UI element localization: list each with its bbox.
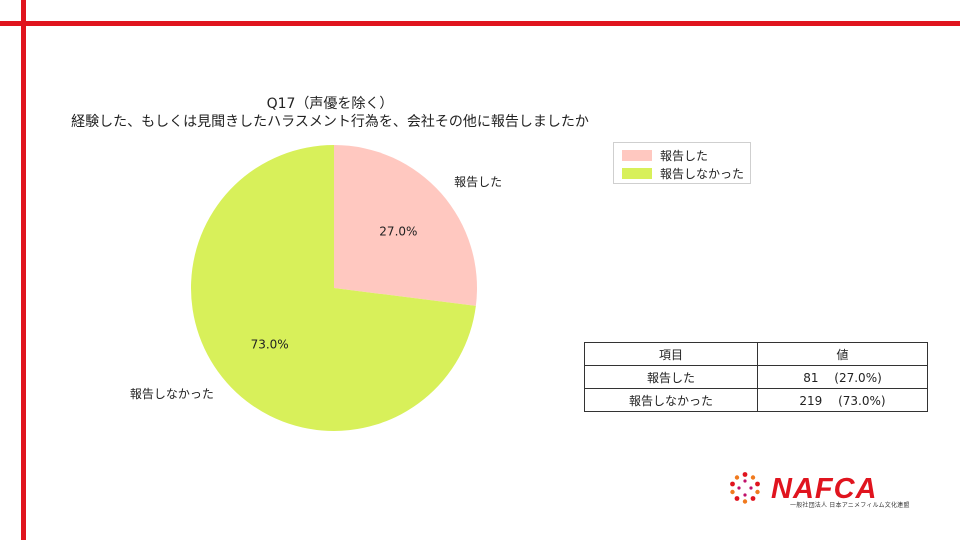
table-row: 報告しなかった 219 (73.0%) bbox=[584, 388, 928, 412]
table-row: 報告した 81 (27.0%) bbox=[584, 365, 928, 389]
legend-item-reported: 報告した bbox=[622, 147, 708, 164]
legend-swatch-not-reported bbox=[622, 168, 652, 179]
table-header-row: 項目 値 bbox=[584, 342, 928, 366]
nafca-logo: NAFCA bbox=[730, 472, 878, 505]
chart-title-line1: Q17（声優を除く） bbox=[266, 96, 394, 112]
legend-swatch-reported bbox=[622, 150, 652, 161]
chart-title-line2: 経験した、もしくは見聞きしたハラスメント行為を、会社その他に報告しましたか bbox=[71, 114, 589, 130]
table-cell-value: 219 (73.0%) bbox=[757, 388, 928, 412]
table-header-item: 項目 bbox=[584, 342, 758, 366]
legend-label-reported: 報告した bbox=[660, 149, 709, 163]
pie-slice-reported bbox=[334, 145, 477, 306]
left-frame-line bbox=[21, 0, 26, 540]
pie-percent-label-not-reported: 73.0% bbox=[251, 338, 289, 352]
pie-percent-label-reported: 27.0% bbox=[379, 224, 417, 238]
pie-category-label-not-reported: 報告しなかった bbox=[130, 387, 214, 401]
top-frame-line bbox=[0, 21, 960, 26]
logo-dots-icon bbox=[730, 472, 760, 504]
table-header-value: 値 bbox=[757, 342, 928, 366]
table-cell-label: 報告した bbox=[584, 365, 758, 389]
pie-category-label-reported: 報告した bbox=[454, 175, 502, 189]
table-cell-label: 報告しなかった bbox=[584, 388, 758, 412]
pie-slice-not-reported bbox=[191, 145, 476, 431]
logo-subtitle: 一般社団法人 日本アニメフィルム文化連盟 bbox=[790, 502, 910, 509]
table-cell-value: 81 (27.0%) bbox=[757, 365, 928, 389]
summary-table: 項目 値 報告した 81 (27.0%) 報告しなかった 219 (73.0%) bbox=[584, 342, 928, 412]
legend-item-not-reported: 報告しなかった bbox=[622, 165, 744, 182]
logo-text: NAFCA bbox=[771, 473, 878, 505]
chart-legend: 報告した 報告しなかった bbox=[613, 142, 751, 184]
legend-label-not-reported: 報告しなかった bbox=[660, 167, 745, 181]
